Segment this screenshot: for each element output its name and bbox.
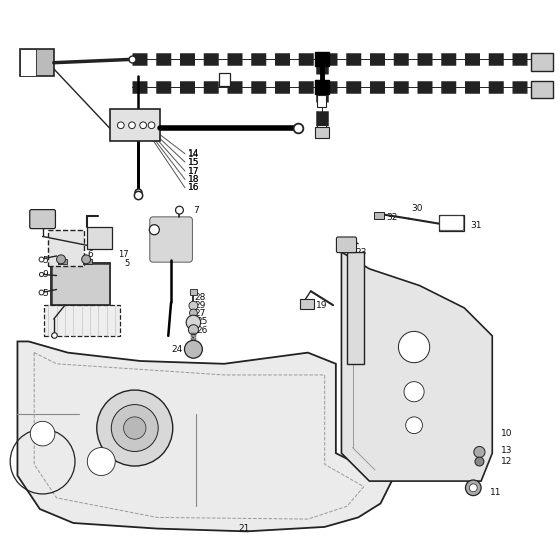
Bar bbox=[439, 215, 464, 231]
Text: 2: 2 bbox=[51, 332, 57, 340]
Circle shape bbox=[150, 225, 160, 235]
Bar bbox=[51, 263, 110, 305]
Text: 18: 18 bbox=[188, 175, 199, 184]
Polygon shape bbox=[17, 342, 392, 531]
Circle shape bbox=[474, 446, 485, 458]
Circle shape bbox=[469, 484, 477, 492]
Text: 32: 32 bbox=[386, 213, 398, 222]
Text: 3: 3 bbox=[99, 239, 104, 248]
FancyBboxPatch shape bbox=[30, 209, 55, 228]
Circle shape bbox=[87, 447, 115, 475]
FancyBboxPatch shape bbox=[440, 216, 464, 230]
Text: 20: 20 bbox=[394, 295, 406, 304]
Bar bbox=[318, 125, 326, 135]
Text: 5: 5 bbox=[124, 259, 129, 268]
Bar bbox=[52, 264, 109, 304]
Polygon shape bbox=[342, 252, 492, 481]
Text: 27: 27 bbox=[194, 309, 206, 318]
Circle shape bbox=[82, 255, 91, 264]
Text: 6: 6 bbox=[57, 250, 62, 259]
Circle shape bbox=[186, 315, 200, 330]
Bar bbox=[152, 218, 190, 260]
Circle shape bbox=[124, 417, 146, 439]
Text: 16: 16 bbox=[188, 183, 199, 192]
Bar bbox=[347, 252, 364, 364]
Circle shape bbox=[148, 122, 155, 129]
Bar bbox=[20, 49, 54, 76]
Text: 12: 12 bbox=[501, 457, 512, 466]
Circle shape bbox=[188, 325, 198, 335]
Circle shape bbox=[405, 417, 422, 433]
Bar bbox=[48, 230, 85, 266]
Text: 4: 4 bbox=[37, 214, 43, 223]
Circle shape bbox=[57, 255, 66, 264]
Text: 21: 21 bbox=[238, 524, 249, 533]
Text: 17: 17 bbox=[119, 250, 129, 259]
Text: 14: 14 bbox=[188, 150, 199, 159]
Circle shape bbox=[189, 301, 198, 310]
Text: 11: 11 bbox=[489, 488, 501, 497]
Bar bbox=[190, 333, 196, 334]
Bar bbox=[20, 49, 36, 76]
Circle shape bbox=[175, 206, 183, 214]
Bar bbox=[110, 109, 160, 142]
Text: 5: 5 bbox=[43, 256, 48, 265]
Bar bbox=[318, 95, 326, 107]
Circle shape bbox=[398, 332, 430, 363]
Text: 25: 25 bbox=[196, 318, 208, 326]
Text: 28: 28 bbox=[194, 293, 206, 302]
Text: 9: 9 bbox=[43, 270, 48, 279]
Text: 15: 15 bbox=[188, 157, 199, 167]
Text: 30: 30 bbox=[411, 204, 423, 213]
Bar bbox=[531, 53, 553, 71]
Text: 26: 26 bbox=[196, 326, 208, 335]
Bar bbox=[531, 81, 553, 99]
Text: 17: 17 bbox=[188, 166, 199, 176]
Circle shape bbox=[475, 457, 484, 466]
Bar bbox=[190, 341, 196, 343]
Bar bbox=[190, 338, 196, 340]
Bar bbox=[374, 212, 384, 218]
Text: 8: 8 bbox=[138, 407, 143, 416]
Text: 5: 5 bbox=[43, 290, 48, 298]
Bar bbox=[218, 73, 230, 86]
Bar bbox=[300, 299, 314, 309]
FancyBboxPatch shape bbox=[150, 217, 192, 262]
Bar bbox=[58, 259, 67, 264]
Text: 24: 24 bbox=[171, 346, 183, 354]
Circle shape bbox=[184, 340, 202, 358]
Text: 23: 23 bbox=[356, 248, 367, 256]
Circle shape bbox=[97, 390, 172, 466]
Circle shape bbox=[30, 421, 55, 446]
Text: 19: 19 bbox=[316, 301, 328, 310]
Text: 7: 7 bbox=[193, 206, 199, 214]
Text: 17: 17 bbox=[188, 166, 199, 176]
Bar bbox=[87, 227, 113, 249]
Circle shape bbox=[404, 382, 424, 402]
Bar bbox=[189, 290, 197, 295]
Text: 31: 31 bbox=[470, 221, 482, 230]
Text: 29: 29 bbox=[194, 301, 206, 310]
Circle shape bbox=[465, 480, 481, 496]
Text: 13: 13 bbox=[501, 446, 512, 455]
Bar bbox=[315, 128, 329, 138]
Text: 18: 18 bbox=[188, 175, 199, 184]
Circle shape bbox=[189, 309, 197, 317]
Text: 14: 14 bbox=[188, 150, 199, 158]
Circle shape bbox=[111, 404, 158, 451]
Bar bbox=[44, 305, 120, 336]
Bar bbox=[83, 259, 92, 264]
Text: 6: 6 bbox=[87, 250, 93, 259]
Circle shape bbox=[129, 122, 136, 129]
Circle shape bbox=[140, 122, 147, 129]
Text: 1: 1 bbox=[87, 301, 93, 310]
Text: 15: 15 bbox=[188, 158, 199, 167]
Bar bbox=[190, 335, 196, 337]
FancyBboxPatch shape bbox=[337, 237, 357, 253]
Circle shape bbox=[118, 122, 124, 129]
Text: 10: 10 bbox=[501, 429, 512, 438]
Text: 16: 16 bbox=[188, 183, 199, 192]
Text: 22: 22 bbox=[344, 239, 356, 248]
